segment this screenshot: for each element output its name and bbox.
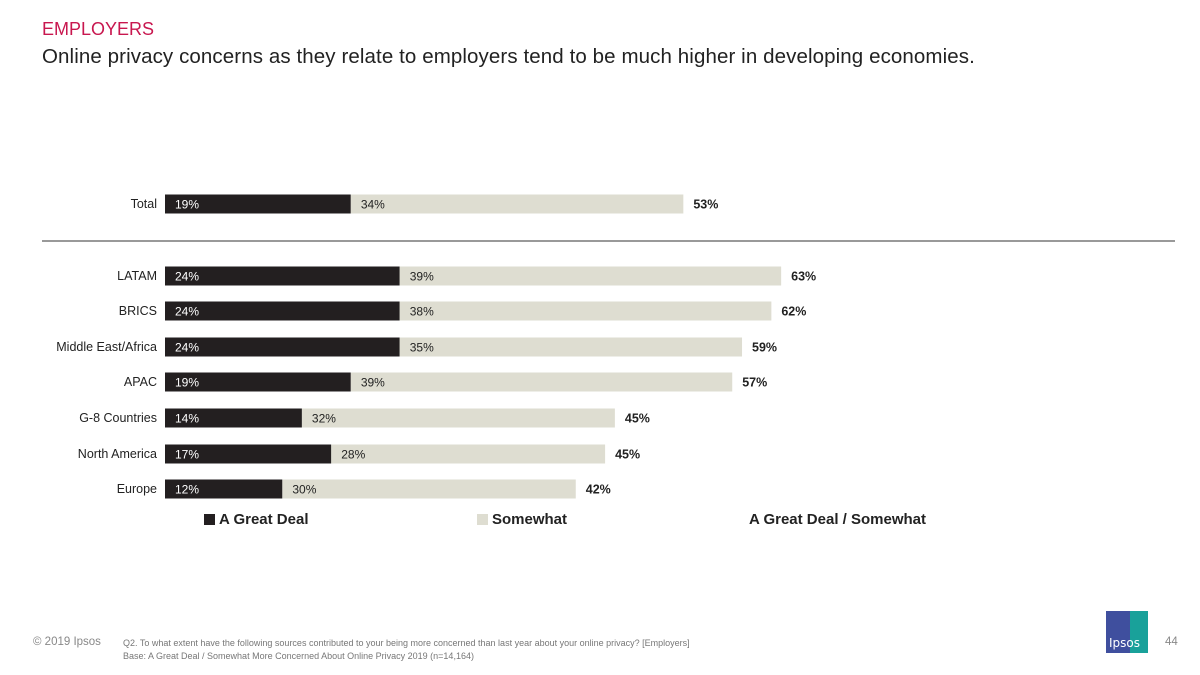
section-label: EMPLOYERS [42, 19, 155, 39]
footnote-question: Q2. To what extent have the following so… [123, 638, 690, 648]
category-label-apac: APAC [124, 375, 157, 389]
data-label-somewhat-g-8-countries: 32% [312, 412, 336, 426]
legend-swatch-somewhat [477, 514, 488, 525]
bar-a-great-deal-brics [165, 301, 400, 321]
logo-teal-block [1130, 611, 1148, 653]
category-label-europe: Europe [117, 482, 157, 496]
legend-item-somewhat: Somewhat [477, 511, 567, 528]
bar-somewhat-north-america [331, 444, 606, 464]
data-label-somewhat-latam: 39% [410, 270, 434, 284]
data-label-a-great-deal-total: 19% [175, 198, 199, 212]
category-label-middle-east-africa: Middle East/Africa [56, 340, 157, 354]
total-label-g-8-countries: 45% [625, 412, 650, 426]
bar-a-great-deal-europe [165, 479, 283, 499]
logo-wordmark: Ipsos [1109, 636, 1141, 650]
bar-somewhat-middle-east-africa [399, 337, 743, 357]
data-label-somewhat-north-america: 28% [341, 448, 365, 462]
category-label-brics: BRICS [119, 304, 157, 318]
total-label-europe: 42% [586, 483, 611, 497]
data-label-somewhat-middle-east-africa: 35% [410, 341, 434, 355]
bar-a-great-deal-latam [165, 266, 400, 286]
bar-a-great-deal-g-8-countries [165, 408, 302, 428]
total-label-latam: 63% [791, 270, 816, 284]
footnote-base: Base: A Great Deal / Somewhat More Conce… [123, 651, 474, 661]
bar-somewhat-brics [399, 301, 772, 321]
total-label-apac: 57% [742, 376, 767, 390]
legend-label-somewhat: Somewhat [492, 511, 568, 528]
data-label-a-great-deal-latam: 24% [175, 270, 199, 284]
bar-somewhat-g-8-countries [301, 408, 615, 428]
bar-a-great-deal-total [165, 194, 351, 214]
ipsos-logo: Ipsos [1106, 611, 1148, 653]
data-label-a-great-deal-apac: 19% [175, 376, 199, 390]
data-label-a-great-deal-middle-east-africa: 24% [175, 341, 199, 355]
bar-somewhat-apac [350, 372, 733, 392]
stacked-bar-chart: Total 19% 34% 53% LATAM 24% 39% 63% BRICS 24% 38% 6… [42, 194, 1175, 499]
legend-swatch-great-deal [204, 514, 215, 525]
legend-item-total: A Great Deal / Somewhat [749, 511, 926, 528]
data-label-a-great-deal-north-america: 17% [175, 448, 199, 462]
copyright: © 2019 Ipsos [33, 636, 101, 648]
total-label-total: 53% [693, 198, 718, 212]
data-label-somewhat-brics: 38% [410, 305, 434, 319]
total-label-middle-east-africa: 59% [752, 341, 777, 355]
page-title: Online privacy concerns as they relate t… [42, 45, 975, 68]
data-label-somewhat-total: 34% [361, 198, 385, 212]
data-label-a-great-deal-europe: 12% [175, 483, 199, 497]
category-label-latam: LATAM [117, 269, 157, 283]
category-label-north-america: North America [78, 447, 157, 461]
total-label-north-america: 45% [615, 448, 640, 462]
bar-a-great-deal-middle-east-africa [165, 337, 400, 357]
bar-a-great-deal-apac [165, 372, 351, 392]
category-label-total: Total [131, 197, 157, 211]
legend-label-great-deal: A Great Deal [219, 511, 309, 528]
page-number: 44 [1165, 636, 1178, 648]
legend-item-great-deal: A Great Deal [204, 511, 308, 528]
legend-label-total: A Great Deal / Somewhat [749, 511, 926, 528]
category-label-g-8-countries: G-8 Countries [79, 411, 157, 425]
bar-somewhat-latam [399, 266, 782, 286]
total-label-brics: 62% [781, 305, 806, 319]
footnote: Q2. To what extent have the following so… [123, 637, 690, 663]
bar-somewhat-europe [282, 479, 576, 499]
data-label-a-great-deal-g-8-countries: 14% [175, 412, 199, 426]
data-label-somewhat-apac: 39% [361, 376, 385, 390]
data-label-a-great-deal-brics: 24% [175, 305, 199, 319]
data-label-somewhat-europe: 30% [292, 483, 316, 497]
bar-a-great-deal-north-america [165, 444, 332, 464]
bar-somewhat-total [350, 194, 684, 214]
